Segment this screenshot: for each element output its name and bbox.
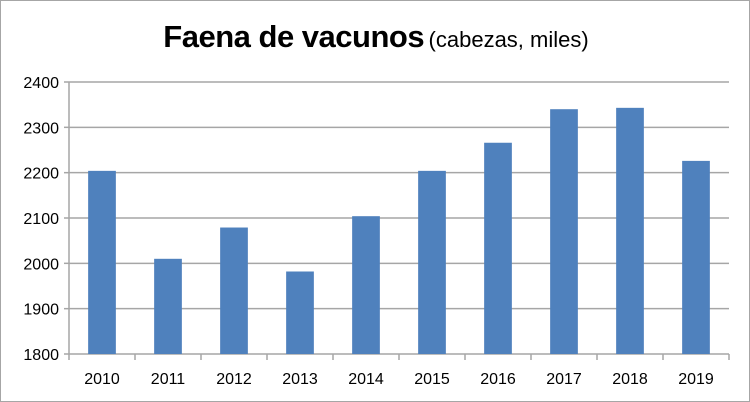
bar-2012 [220,227,248,354]
chart-title-main: Faena de vacunos [163,19,425,54]
bar-2018 [616,107,644,354]
bar-2019 [682,160,710,354]
bar-2011 [154,258,182,354]
x-tick-label: 2017 [546,371,582,388]
y-tick-label: 2400 [23,75,59,92]
chart-title: Faena de vacunos (cabezas, miles) [1,19,749,55]
x-tick-label: 2012 [216,371,252,388]
bar-2014 [352,216,380,354]
y-tick-label: 2100 [23,211,59,228]
x-tick-label: 2018 [612,371,648,388]
x-tick-label: 2019 [678,371,714,388]
bar-2016 [484,142,512,354]
chart-title-subtitle: (cabezas, miles) [428,27,589,52]
x-tick-label: 2013 [282,371,318,388]
y-tick-label: 2200 [23,166,59,183]
y-tick-label: 1900 [23,302,59,319]
x-tick-label: 2010 [84,371,120,388]
bar-2010 [88,170,116,354]
bar-2017 [550,109,578,354]
x-tick-label: 2015 [414,371,450,388]
x-tick-label: 2016 [480,371,516,388]
x-tick-label: 2014 [348,371,384,388]
bar-2015 [418,170,446,354]
y-tick-label: 2000 [23,256,59,273]
y-tick-label: 1800 [23,347,59,364]
x-tick-label: 2011 [151,371,186,388]
bar-2013 [286,271,314,354]
y-tick-label: 2300 [23,120,59,137]
